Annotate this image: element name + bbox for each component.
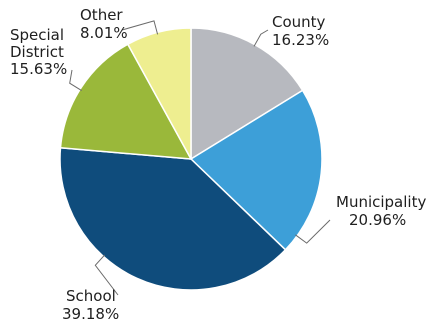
pie-slice-municipality (189, 89, 323, 251)
label-special-district-name-1: Special (10, 26, 64, 44)
label-municipality-name: Municipality (336, 193, 426, 211)
label-special-district: Special District 15.63% (10, 26, 69, 78)
label-school-value: 39.18% (62, 305, 119, 323)
pie-slice-other (126, 27, 192, 160)
leader-line-county (253, 29, 269, 47)
leader-line-special-district (69, 69, 82, 92)
leader-line-municipality (295, 219, 331, 244)
label-special-district-value: 15.63% (10, 60, 67, 78)
label-county-name: County (272, 13, 326, 31)
pie-slice-special-district (59, 43, 193, 160)
label-county-value: 16.23% (272, 31, 329, 49)
label-municipality: Municipality 20.96% (336, 193, 430, 229)
label-municipality-value: 20.96% (349, 211, 406, 229)
label-school: School 39.18% (62, 287, 121, 323)
label-other-value: 8.01% (80, 24, 128, 42)
label-county: County 16.23% (272, 13, 330, 49)
label-special-district-name-2: District (10, 43, 64, 61)
pie-slices (59, 27, 323, 291)
pie-slice-school (59, 146, 287, 291)
leader-line-other (121, 20, 159, 35)
label-school-name: School (66, 287, 116, 305)
label-other: Other 8.01% (80, 6, 128, 42)
leader-line-school (94, 254, 119, 296)
leader-lines (69, 20, 331, 296)
label-other-name: Other (80, 6, 123, 24)
